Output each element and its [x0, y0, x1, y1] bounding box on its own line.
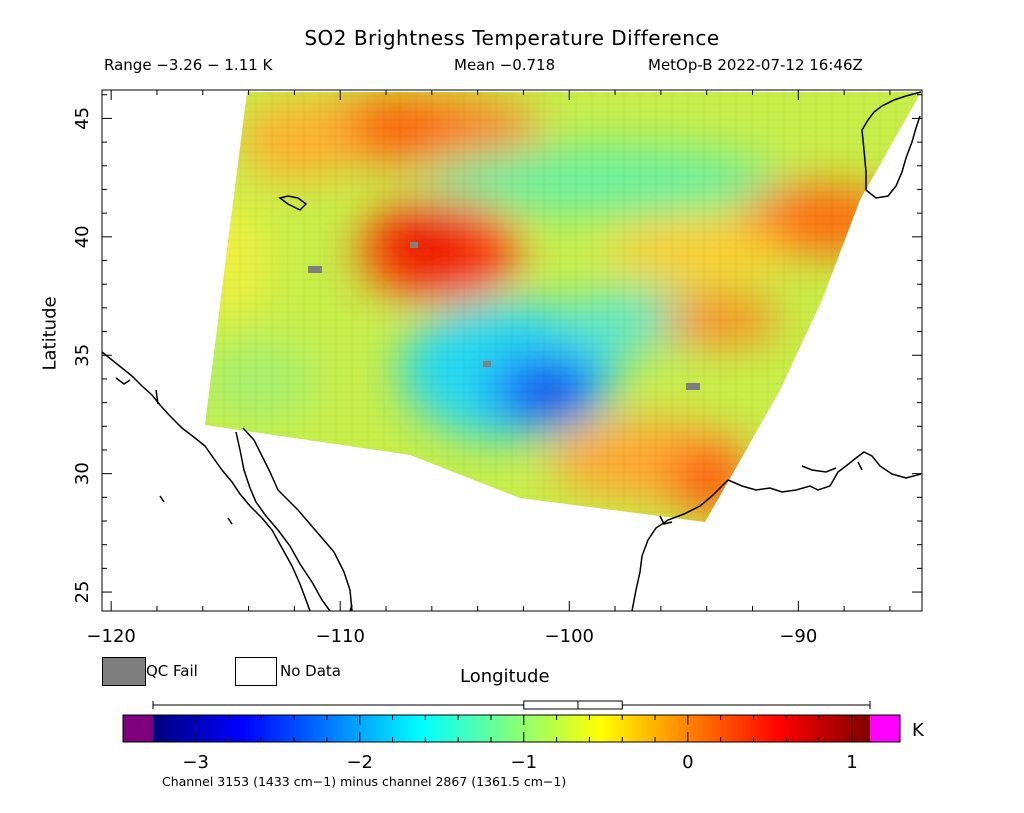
y-tick-label: 40	[72, 225, 93, 248]
chart-title: SO2 Brightness Temperature Difference	[304, 26, 720, 50]
no-data-swatch	[235, 657, 277, 686]
channel-note: Channel 3153 (1433 cm−1) minus channel 2…	[162, 774, 567, 789]
mean-value: Mean −0.718	[454, 56, 556, 74]
y-axis-label: Latitude	[39, 296, 61, 371]
colorbar-tick-label: 0	[682, 752, 693, 773]
qc-fail-pixel	[686, 383, 700, 390]
y-axis-tick-labels: 45 40 35 30 25	[72, 107, 93, 604]
qc-fail-pixel	[410, 242, 418, 248]
x-axis-tick-labels: −120 −110 −100 −90	[86, 626, 817, 647]
distribution-boxplot	[152, 700, 871, 710]
colorbar-scale	[153, 715, 870, 742]
x-tick-label: −120	[86, 626, 135, 647]
colorbar-tick-label: 1	[846, 752, 857, 773]
y-tick-label: 35	[72, 344, 93, 367]
colorbar-unit: K	[912, 720, 924, 741]
qc-fail-pixel	[308, 266, 322, 273]
colorbar-tick-label: −1	[511, 752, 538, 773]
x-tick-label: −100	[545, 626, 594, 647]
colorbar: −3 −2 −1 0 1	[122, 700, 901, 773]
qc-fail-label: QC Fail	[146, 662, 198, 680]
y-tick-label: 30	[72, 462, 93, 485]
no-data-label: No Data	[280, 662, 341, 680]
boxplot-box	[523, 700, 623, 710]
plot-frame	[101, 89, 923, 612]
coastlines	[102, 91, 922, 611]
colorbar-tick-label: −3	[182, 752, 209, 773]
x-tick-label: −90	[779, 626, 817, 647]
y-axis-ticks	[102, 94, 922, 593]
x-axis-ticks	[110, 90, 891, 611]
x-tick-label: −110	[315, 626, 364, 647]
colorbar-over	[870, 715, 900, 742]
colorbar-tick-labels: −3 −2 −1 0 1	[182, 752, 857, 773]
qc-fail-pixel	[483, 361, 491, 367]
satellite-timestamp: MetOp-B 2022-07-12 16:46Z	[648, 56, 863, 74]
colorbar-tick-label: −2	[346, 752, 373, 773]
y-tick-label: 25	[72, 581, 93, 604]
y-tick-label: 45	[72, 107, 93, 130]
value-range: Range −3.26 − 1.11 K	[104, 56, 273, 74]
qc-fail-swatch	[102, 657, 146, 686]
colorbar-under	[123, 715, 153, 742]
x-axis-label: Longitude	[460, 666, 550, 687]
colorbar-ticks	[162, 715, 853, 742]
